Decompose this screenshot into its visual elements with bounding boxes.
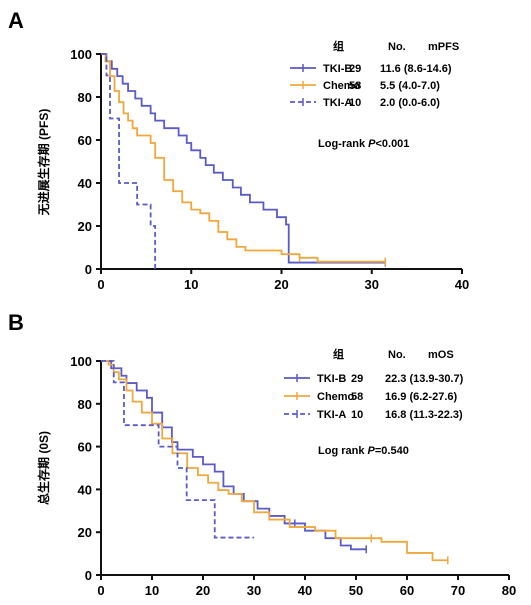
x-tick-label: 10 <box>184 277 198 292</box>
series-line-chemo <box>101 53 386 263</box>
legend-n: 10 <box>349 97 361 109</box>
legend-median: 16.9 (6.2-27.6) <box>385 391 457 403</box>
y-tick-label: 60 <box>78 133 92 148</box>
annotation-prefix: Log rank <box>318 445 368 457</box>
legend-median: 22.3 (13.9-30.7) <box>385 373 464 385</box>
legend-n: 58 <box>349 80 361 92</box>
log-rank-annotation: Log rank P=0.540 <box>318 445 409 457</box>
legend-n: 58 <box>351 391 363 403</box>
y-axis-label: 无进展生存期 (PFS) <box>36 109 51 217</box>
y-tick-label: 100 <box>70 47 92 62</box>
x-tick-label: 20 <box>196 583 210 598</box>
annotation-suffix: =0.540 <box>375 445 409 457</box>
series-line-chemo <box>101 360 448 562</box>
legend-header: No. <box>388 41 406 53</box>
legend-name: TKI-B <box>317 373 346 385</box>
legend-name: TKI-B <box>323 63 352 75</box>
x-tick-label: 0 <box>97 277 104 292</box>
legend-name: Chemo <box>317 391 355 403</box>
log-rank-annotation: Log-rank P<0.001 <box>318 138 409 150</box>
annotation-prefix: Log-rank <box>318 138 368 150</box>
legend-name: TKI-A <box>317 409 346 421</box>
legend-n: 10 <box>351 409 363 421</box>
panel-letter: B <box>8 310 24 335</box>
annotation-p: P <box>368 138 376 150</box>
y-tick-label: 100 <box>70 354 92 369</box>
legend-header: 组 <box>333 39 344 53</box>
series-line-tki-b <box>101 53 386 264</box>
panel-letter: A <box>8 8 24 33</box>
legend-name: Chemo <box>323 80 361 92</box>
legend-n: 29 <box>351 373 363 385</box>
annotation-suffix: <0.001 <box>375 138 409 150</box>
x-tick-label: 20 <box>274 277 288 292</box>
x-tick-label: 10 <box>145 583 159 598</box>
legend-header: mPFS <box>428 41 459 53</box>
x-tick-label: 60 <box>400 583 414 598</box>
panel-b: B 0 10 20 30 40 50 60 70 80 0 20 40 60 80 100 总生存期 (0S)… <box>8 310 516 598</box>
y-tick-label: 40 <box>78 176 92 191</box>
legend-header: No. <box>388 349 406 361</box>
x-tick-label: 40 <box>455 277 469 292</box>
y-tick-label: 0 <box>85 262 92 277</box>
legend-median: 5.5 (4.0-7.0) <box>380 80 440 92</box>
y-tick-label: 40 <box>78 482 92 497</box>
y-tick-label: 0 <box>85 568 92 583</box>
legend-header: 组 <box>333 347 344 361</box>
x-tick-label: 40 <box>298 583 312 598</box>
legend-median: 16.8 (11.3-22.3) <box>385 409 463 421</box>
legend-median: 11.6 (8.6-14.6) <box>380 63 452 75</box>
legend-name: TKI-A <box>323 97 352 109</box>
annotation-p: P <box>368 445 376 457</box>
x-tick-label: 0 <box>97 583 104 598</box>
y-tick-label: 80 <box>78 90 92 105</box>
y-axis-label: 总生存期 (0S) <box>36 431 51 505</box>
x-tick-label: 50 <box>349 583 363 598</box>
legend-header: mOS <box>428 349 454 361</box>
x-tick-label: 30 <box>365 277 379 292</box>
legend-median: 2.0 (0.0-6.0) <box>380 97 440 109</box>
y-tick-label: 20 <box>78 525 92 540</box>
legend-n: 29 <box>349 63 361 75</box>
series-line-tki-a <box>101 360 254 539</box>
y-tick-label: 60 <box>78 440 92 455</box>
x-tick-label: 30 <box>247 583 261 598</box>
x-tick-label: 80 <box>502 583 516 598</box>
panel-a: A 0 10 20 30 40 0 20 40 60 80 100 无进展生存期 (PFS) 组 No. m… <box>8 8 469 292</box>
x-tick-label: 70 <box>451 583 465 598</box>
y-tick-label: 20 <box>78 219 92 234</box>
series-line-tki-a <box>101 53 157 269</box>
y-tick-label: 80 <box>78 397 92 412</box>
